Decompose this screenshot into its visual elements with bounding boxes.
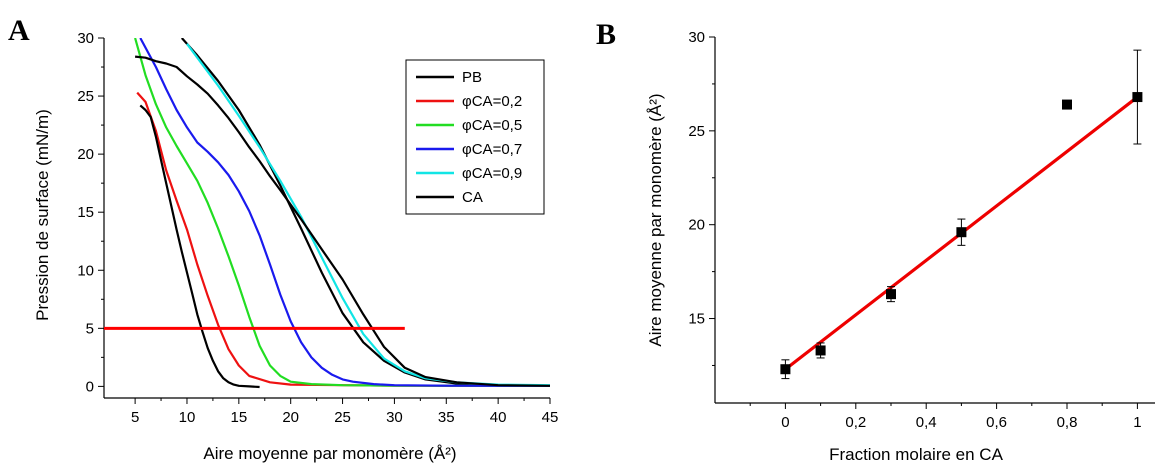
- legend-label-3: φCA=0,7: [462, 141, 522, 158]
- x-tick-label-b: 0: [781, 414, 789, 431]
- y-tick-label-b: 25: [688, 123, 705, 140]
- legend-box-a: [405, 59, 545, 215]
- data-point-1: [815, 345, 826, 356]
- x-axis-title-b: Fraction molaire en CA: [829, 445, 1004, 464]
- y-tick-label-a: 5: [86, 320, 94, 337]
- x-tick-label-a: 10: [179, 409, 196, 426]
- legend-a: PB φCA=0,2 φCA=0,5 φCA=0,7 φCA=0,9 CA: [405, 59, 545, 215]
- chart-panel-b: B 0 0,2 0,4 0,6 0,8 1 15 20 25 30 Fraction molair…: [596, 18, 1155, 464]
- x-tick-label-a: 5: [131, 409, 139, 426]
- data-point-3: [956, 227, 967, 238]
- x-tick-label-b: 1: [1133, 414, 1141, 431]
- x-tick-label-a: 25: [334, 409, 351, 426]
- y-tick-label-a: 30: [77, 30, 94, 47]
- x-tick-label-a: 35: [438, 409, 455, 426]
- x-tick-label-a: 20: [282, 409, 299, 426]
- x-tick-label-b: 0,8: [1057, 414, 1078, 431]
- series-line-5: [134, 55, 551, 387]
- legend-label-2: φCA=0,5: [462, 117, 522, 134]
- y-tick-label-b: 30: [688, 29, 705, 46]
- x-tick-label-b: 0,6: [986, 414, 1007, 431]
- x-tick-label-b: 0,4: [916, 414, 937, 431]
- plot-area-b: 0 0,2 0,4 0,6 0,8 1 15 20 25 30: [688, 29, 1155, 431]
- x-tick-label-a: 15: [230, 409, 247, 426]
- x-tick-label-b: 0,2: [845, 414, 866, 431]
- series-line-2: [134, 38, 551, 387]
- y-tick-label-a: 15: [77, 204, 94, 221]
- panel-label-a: A: [8, 14, 30, 47]
- data-point-4: [1062, 99, 1072, 110]
- legend-label-5: CA: [462, 189, 483, 206]
- panel-label-b: B: [596, 18, 616, 51]
- data-point-0: [780, 364, 791, 375]
- x-axis-title-a: Aire moyenne par monomère (Å²): [203, 444, 456, 463]
- y-tick-label-b: 15: [688, 311, 705, 328]
- legend-label-0: PB: [462, 69, 482, 86]
- y-tick-label-a: 25: [77, 88, 94, 105]
- legend-label-1: φCA=0,2: [462, 93, 522, 110]
- x-tick-label-a: 40: [490, 409, 507, 426]
- series-line-3: [139, 38, 550, 387]
- x-tick-label-a: 45: [542, 409, 559, 426]
- y-tick-label-b: 20: [688, 217, 705, 234]
- y-axis-title-b: Aire moyenne par monomère (Å²): [646, 93, 665, 346]
- data-point-5: [1132, 92, 1143, 103]
- legend-label-4: φCA=0,9: [462, 165, 522, 182]
- y-tick-label-a: 10: [77, 262, 94, 279]
- y-tick-label-a: 20: [77, 146, 94, 163]
- chart-panel-a: A 5 10 15 20 25 30 35 40 45 0 5 10 15 20 25 30 Aire moy…: [8, 14, 558, 463]
- x-tick-label-a: 30: [386, 409, 403, 426]
- y-axis-title-a: Pression de surface (mN/m): [33, 109, 52, 321]
- y-tick-label-a: 0: [86, 378, 94, 395]
- series-line-0: [180, 38, 551, 387]
- plot-area-a: 5 10 15 20 25 30 35 40 45 0 5 10 15 20 25 30: [77, 30, 558, 426]
- data-point-2: [886, 289, 896, 300]
- series-line-6: [139, 104, 260, 389]
